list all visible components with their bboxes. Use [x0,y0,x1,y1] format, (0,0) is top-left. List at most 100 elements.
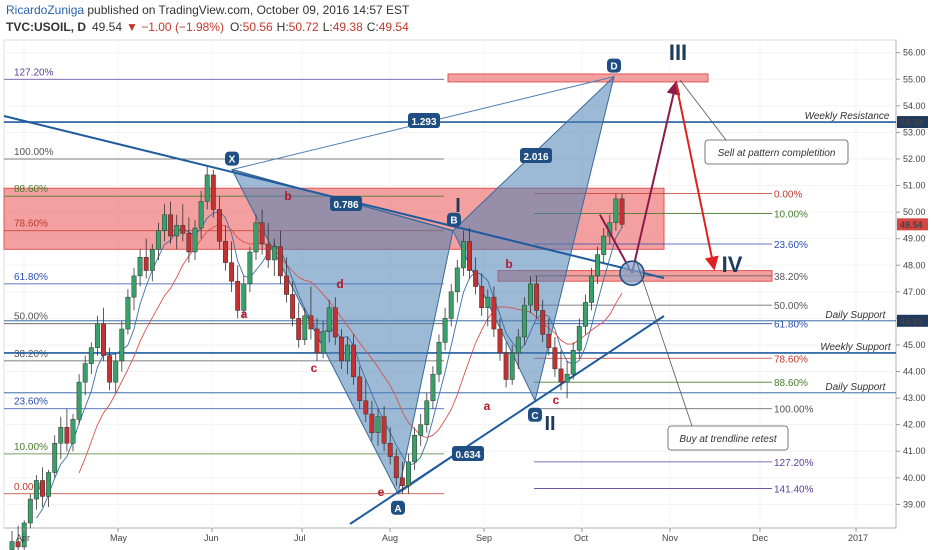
candle-body [503,352,509,380]
point-marker [391,500,405,515]
projection-leg-sell [675,83,719,271]
candle-body [570,350,576,375]
candle-body [576,326,582,351]
ratio-badge [452,446,484,461]
candle-body [613,198,619,223]
wave-label: III [669,40,687,65]
price-badge [897,116,928,129]
candle-body [546,334,552,348]
candle-body [430,373,436,402]
candle-body [223,241,228,263]
sr-label: Daily Support [825,310,886,321]
fib-label-left: 38.20% [14,349,48,360]
fib-label-right: 23.60% [774,240,808,251]
candle-body [595,254,601,277]
sub-wave-label: b [284,189,291,203]
callout-box [704,139,849,165]
candle-body [94,323,100,348]
price-badge-label: 45.91 [900,316,923,326]
candle-body [284,275,289,295]
sr-label: Weekly Resistance [805,111,890,122]
candle-body [485,296,491,309]
fib-label-left: 23.60% [14,397,48,408]
price-badge-label: 53.39 [900,118,923,128]
fib-label-right: 10.00% [774,209,808,220]
y-tick-label: 54.00 [903,101,926,111]
point-label: X [229,155,236,166]
point-marker [447,212,461,227]
y-tick-label: 39.00 [903,499,926,509]
sr-label: Daily Support [825,382,886,393]
candle-body [70,419,76,444]
candle-body [345,344,350,362]
fib-label-left: 50.00% [14,312,48,323]
candle-body [186,233,192,253]
point-label: A [394,504,401,515]
candle-body [33,480,39,500]
candle-body [265,243,271,261]
x-tick-label: Jul [294,533,306,543]
candle-body [277,246,283,277]
candle-body [229,262,235,282]
author-name: RicardoZuniga [6,3,84,17]
x-tick-label: Oct [574,533,589,543]
fib-label-right: 141.40% [774,484,814,495]
x-tick-label: Sep [476,533,492,543]
candle-body [454,267,460,293]
candle-body [357,376,363,402]
publish-info: published on TradingView.com, October 09… [84,3,410,17]
price-badge-label: 49.54 [900,220,923,230]
candle-body [204,174,210,202]
ratio-label: 0.634 [455,450,480,461]
candle-body [52,443,58,473]
y-tick-label: 41.00 [903,446,926,456]
point-label: D [610,62,617,73]
fib-label-left: 0.00% [14,482,42,493]
ratio-label: 0.786 [333,200,358,211]
candle-body [381,416,387,444]
candlesticks [9,166,625,550]
candle-body [192,227,198,253]
candle-body [326,307,332,332]
candle-body [332,307,338,338]
fib-label-right: 0.00% [774,190,802,201]
open-value: 50.56 [243,20,273,34]
candle-body [162,214,167,231]
close-value: 49.54 [379,20,409,34]
fib-label-left: 10.00% [14,442,48,453]
time-axis-ticks: Apr May Jun Jul Aug Sep Oct Nov Dec 2017 [16,528,868,543]
point-marker [528,407,542,422]
candle-body [88,347,94,364]
fibonacci-levels: 127.20% 100.00% 88.60% 78.60% 61.80% 50.00% 38… [4,67,814,495]
candle-body [601,235,607,255]
sr-label: Weekly Support [820,342,892,353]
price-badge [897,218,928,231]
fib-label-left: 127.20% [14,67,54,78]
header-ohlc-line: TVC:USOIL, D 49.54 ▼ −1.00 (−1.98%) O:50.56… [6,20,409,34]
ma-slow [78,224,623,474]
candle-body [564,373,570,383]
candle-body [180,225,186,234]
candle-body [582,302,588,327]
fib-label-right: 50.00% [774,301,808,312]
candle-body [27,498,33,524]
y-tick-label: 45.00 [903,340,926,350]
candle-body [76,381,82,420]
fib-label-left: 88.60% [14,184,48,195]
candle-body [491,296,497,330]
candle-body [113,360,119,383]
y-tick-label: 52.00 [903,154,926,164]
wave-label: I [455,195,461,217]
candle-body [101,323,106,356]
retest-circle [619,260,645,287]
candle-body [131,275,137,298]
candle-body [247,251,253,285]
candle-body [9,541,15,550]
point-marker [607,58,621,73]
candle-body [296,318,302,340]
candle-body [46,472,52,497]
candle-body [412,435,418,463]
candle-body [308,315,314,330]
fib-label-right: 88.60% [774,378,808,389]
